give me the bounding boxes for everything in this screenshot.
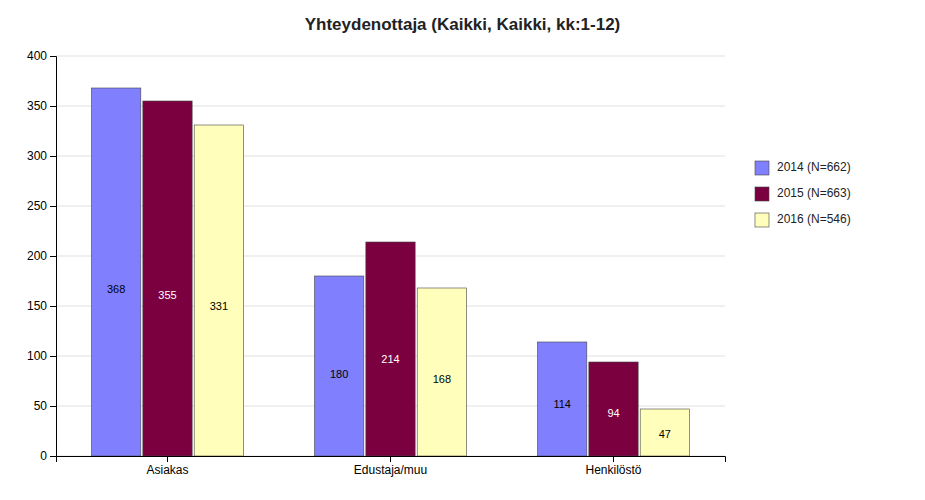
y-tick: 50 — [34, 399, 56, 413]
data-label: 355 — [158, 289, 176, 301]
x-tick-label: Asiakas — [146, 463, 188, 477]
data-label: 168 — [433, 373, 451, 385]
y-tick: 400 — [27, 49, 56, 63]
series — [143, 101, 638, 456]
x-axis: Asiakas Edustaja/muu Henkilöstö — [57, 456, 726, 477]
y-tick: 350 — [27, 99, 56, 113]
bar — [589, 362, 638, 456]
y-tick-label: 100 — [27, 349, 47, 363]
legend-item: 2016 (N=546) — [755, 212, 851, 227]
grid-line — [56, 56, 725, 57]
y-tick: 300 — [27, 149, 56, 163]
y-tick-label: 150 — [27, 299, 47, 313]
y-tick-mark — [50, 456, 56, 457]
y-tick-mark — [50, 56, 56, 57]
bar — [640, 409, 689, 456]
y-tick-mark — [50, 406, 56, 407]
x-tick-mark — [390, 456, 391, 462]
legend-swatch — [755, 161, 769, 175]
y-tick-label: 0 — [40, 449, 47, 463]
x-tick-mark — [167, 456, 168, 462]
grid — [56, 56, 725, 456]
y-tick-mark — [50, 256, 56, 257]
y-tick-mark — [50, 156, 56, 157]
bars — [92, 88, 690, 456]
legend: 2014 (N=662) 2015 (N=663) 2016 (N=546) — [755, 160, 851, 227]
legend-label: 2014 (N=662) — [777, 160, 851, 174]
data-label: 331 — [210, 300, 228, 312]
data-label: 47 — [659, 428, 671, 440]
legend-label: 2016 (N=546) — [777, 212, 851, 226]
data-label: 94 — [607, 407, 619, 419]
series — [194, 125, 689, 456]
x-axis-line — [57, 457, 726, 463]
data-label: 180 — [330, 368, 348, 380]
x-tick-label: Edustaja/muu — [354, 463, 427, 477]
y-tick-label: 300 — [27, 149, 47, 163]
y-tick: 250 — [27, 199, 56, 213]
y-tick: 0 — [40, 449, 56, 463]
y-tick-mark — [50, 356, 56, 357]
y-tick-label: 250 — [27, 199, 47, 213]
plot: 368 180 114 355 214 94 331 168 47 0 50 100 150 200 250… — [27, 49, 726, 476]
y-tick-label: 50 — [34, 399, 48, 413]
y-tick: 100 — [27, 349, 56, 363]
bar — [315, 276, 364, 456]
data-label: 214 — [381, 353, 399, 365]
bar — [92, 88, 141, 456]
legend-swatch — [755, 213, 769, 227]
y-tick: 150 — [27, 299, 56, 313]
y-tick-mark — [50, 106, 56, 107]
x-tick-mark — [613, 456, 614, 462]
y-tick-label: 400 — [27, 49, 47, 63]
data-label: 368 — [107, 283, 125, 295]
bar — [194, 125, 243, 456]
data-labels: 368 180 114 355 214 94 331 168 47 — [107, 283, 671, 439]
y-tick-label: 350 — [27, 99, 47, 113]
bar — [366, 242, 415, 456]
bar — [538, 342, 587, 456]
series — [92, 88, 587, 456]
data-label: 114 — [553, 398, 571, 410]
y-tick-mark — [50, 206, 56, 207]
x-tick: Edustaja/muu — [354, 456, 427, 477]
legend-label: 2015 (N=663) — [777, 186, 851, 200]
y-tick-label: 200 — [27, 249, 47, 263]
x-tick: Henkilöstö — [585, 456, 641, 477]
x-tick: Asiakas — [146, 456, 188, 477]
bar — [143, 101, 192, 456]
legend-item: 2014 (N=662) — [755, 160, 851, 175]
legend-item: 2015 (N=663) — [755, 186, 851, 201]
y-tick-mark — [50, 306, 56, 307]
x-tick-label: Henkilöstö — [585, 463, 641, 477]
chart: Yhteydenottaja (Kaikki, Kaikki, kk:1-12)… — [0, 0, 925, 500]
y-axis: 0 50 100 150 200 250 300 350 400 — [27, 49, 57, 463]
bar — [417, 288, 466, 456]
legend-swatch — [755, 187, 769, 201]
title: Yhteydenottaja (Kaikki, Kaikki, kk:1-12) — [305, 15, 621, 34]
y-axis-line — [50, 57, 57, 457]
y-tick: 200 — [27, 249, 56, 263]
